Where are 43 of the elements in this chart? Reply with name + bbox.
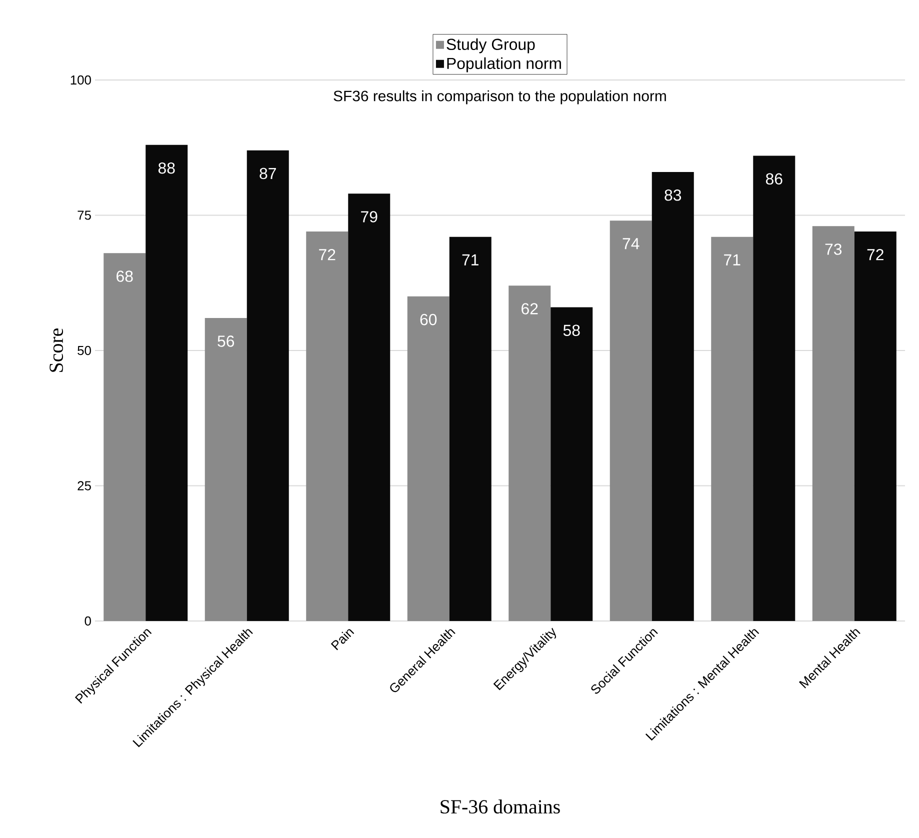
legend-label: Study Group	[446, 38, 535, 54]
data-label: 62	[522, 303, 538, 314]
bar	[146, 144, 188, 621]
data-label: 56	[218, 336, 234, 347]
y-tick-label: 75	[78, 210, 91, 220]
data-label: 88	[158, 162, 175, 174]
y-tick-label: 100	[70, 75, 91, 85]
data-label: 71	[724, 254, 740, 266]
bar	[610, 220, 652, 621]
data-label: 60	[420, 314, 437, 326]
bar	[652, 172, 694, 621]
data-label: 87	[260, 168, 276, 180]
bar	[508, 286, 551, 621]
data-label: 83	[664, 189, 682, 201]
data-label: 79	[361, 211, 378, 222]
bar	[854, 231, 896, 621]
bar	[449, 236, 492, 621]
bar	[246, 150, 289, 621]
data-label: 58	[563, 324, 580, 336]
text: SF36 results in comparison to the population norm	[334, 90, 666, 104]
y-tick-label: 50	[78, 346, 91, 356]
bar	[812, 226, 854, 621]
bar	[711, 236, 754, 621]
bar	[104, 253, 146, 621]
bar	[348, 194, 390, 621]
y-axis-title: Score	[50, 328, 64, 372]
bar	[306, 231, 348, 621]
data-label: 72	[867, 249, 884, 260]
y-tick-label: 0	[84, 616, 91, 626]
legend-label: Population norm	[447, 57, 561, 72]
bar	[407, 296, 450, 621]
data-label: 72	[319, 249, 336, 260]
bar	[550, 307, 593, 621]
data-label: 71	[462, 254, 478, 266]
x-tick-label: Pain	[330, 629, 354, 650]
x-axis-title: SF-36 domains	[440, 800, 560, 814]
bar	[204, 318, 247, 621]
bar	[753, 156, 796, 621]
data-label: 74	[622, 238, 640, 250]
data-label: 86	[766, 173, 782, 185]
data-label: 68	[116, 270, 133, 282]
y-tick-label: 25	[78, 481, 91, 490]
data-label: 73	[825, 244, 842, 255]
